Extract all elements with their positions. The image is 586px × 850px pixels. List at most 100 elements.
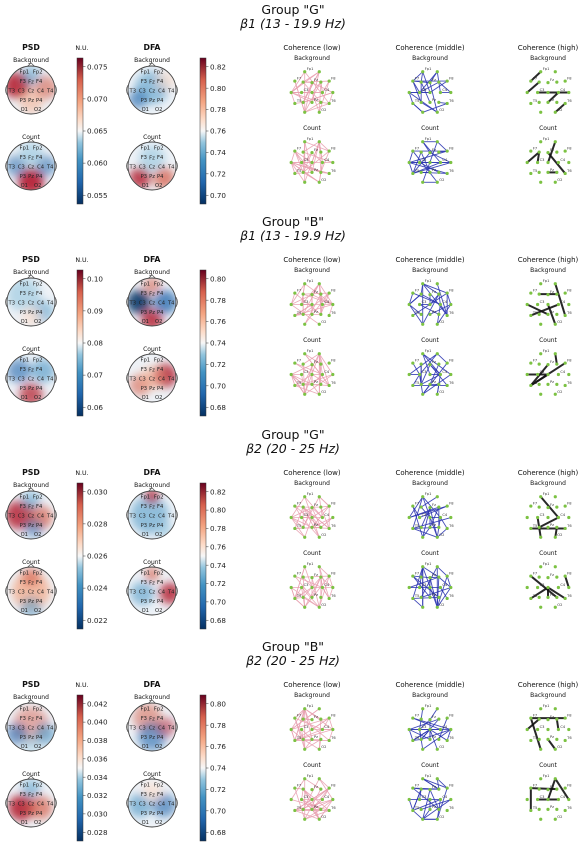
electrode-node: [437, 80, 441, 84]
electrode-node-label: Fz: [550, 148, 554, 152]
electrode-label: P3: [20, 386, 26, 392]
coherence-edge: [322, 587, 330, 599]
electrode-node: [546, 727, 550, 732]
electrode-node-label: Pz: [432, 593, 436, 597]
coherence-edge: [311, 576, 322, 598]
electrode-node: [293, 574, 297, 578]
colorbar-tick-label: 0.68: [210, 616, 226, 625]
electrode-node: [537, 382, 541, 386]
electrode-label: Fz: [149, 581, 155, 587]
coherence-edge: [412, 71, 424, 82]
coherence-edge: [304, 103, 330, 113]
electrode-node: [293, 79, 297, 83]
electrode-node: [435, 817, 439, 821]
electrode-node-label: C3: [422, 795, 427, 799]
coherence-edge: [303, 374, 333, 385]
coherence-edge: [304, 102, 322, 113]
electrode-label: T3: [8, 590, 15, 596]
electrode-node: [437, 362, 441, 366]
coherence-edge: [303, 92, 333, 103]
colorbar-tick-label: 0.09: [87, 306, 103, 315]
electrode-label: T3: [8, 89, 15, 95]
electrode-node: [411, 596, 415, 601]
topo-blob: [11, 571, 51, 611]
electrode-label: F3: [141, 155, 147, 161]
colorbar-tick-label: 0.024: [87, 584, 108, 593]
electrode-label: O1: [21, 395, 28, 401]
electrode-node: [303, 495, 307, 499]
colorbar-tick-label: 0.040: [87, 718, 108, 727]
electrode-node: [546, 151, 550, 155]
psd-row-label: Background: [13, 57, 49, 64]
coherence-edge: [429, 364, 448, 386]
electrode-node: [445, 504, 449, 508]
dfa-colorbar: 0.80 0.78 0.76 0.74 0.72 0.70 0.68: [199, 694, 226, 842]
electrode-node: [428, 506, 432, 510]
electrode-node: [525, 160, 529, 165]
electrode-node-label: Fp1: [543, 774, 550, 778]
coherence-edge: [302, 788, 330, 811]
band-title: β2 (20 - 25 Hz): [245, 653, 340, 668]
coherence-edge: [420, 71, 424, 83]
electrode-node: [407, 302, 411, 307]
electrode-node: [428, 515, 432, 520]
electrode-node-label: T6: [448, 169, 454, 173]
electrode-node: [327, 738, 331, 743]
electrode-node: [289, 797, 293, 802]
electrode-node: [310, 312, 314, 316]
electrode-label: Fz: [149, 368, 155, 374]
electrode-node: [546, 585, 550, 590]
electrode-node: [327, 361, 331, 365]
coherence-edge: [547, 141, 557, 163]
electrode-node: [331, 727, 335, 732]
electrode-label: P3: [20, 599, 26, 605]
dfa-colorbar: 0.82 0.80 0.78 0.76 0.74 0.72 0.70 0.68: [199, 482, 226, 630]
head-outline: [6, 65, 56, 115]
electrode-node: [419, 312, 423, 316]
colorbar-tick-label: 0.042: [87, 699, 108, 708]
right-ear-icon: [175, 84, 178, 96]
electrode-node: [438, 727, 442, 732]
electrode-node-label: C4: [324, 370, 330, 374]
colorbar-tick-label: 0.060: [87, 159, 108, 168]
electrode-label: Fp2: [154, 357, 164, 363]
electrode-label: Cz: [149, 802, 156, 808]
electrode-label: P3: [20, 811, 26, 817]
colorbar-tick-label: 0.038: [87, 736, 108, 745]
coherence-edge: [436, 575, 448, 608]
electrode-label: T3: [8, 514, 15, 520]
electrode-label: Fp2: [33, 782, 43, 788]
topo-blob: [21, 306, 41, 326]
coherence-edge: [304, 353, 330, 386]
electrode-node-label: O2: [439, 745, 444, 749]
coherence-edge: [290, 778, 306, 800]
electrode-node: [300, 90, 304, 95]
electrode-node: [428, 718, 432, 722]
colorbar-tick-label: 0.06: [87, 403, 103, 412]
electrode-node-label: C3: [540, 725, 545, 729]
electrode-node: [563, 738, 567, 743]
coherence-edge: [302, 708, 306, 720]
electrode-node-label: Fz: [314, 360, 318, 364]
electrode-label: Fz: [28, 581, 34, 587]
dfa-colorbar-gradient: [199, 482, 207, 630]
electrode-label: T4: [46, 89, 54, 95]
coherence-edge: [294, 505, 322, 528]
electrode-node-label: Fp1: [307, 562, 314, 566]
coherence-edge: [318, 353, 330, 386]
coherence-edge: [408, 150, 414, 163]
electrode-node-label: Fp1: [307, 279, 314, 283]
electrode-node: [539, 322, 543, 326]
electrode-node: [449, 585, 453, 590]
electrode-label: O1: [21, 744, 28, 750]
electrode-node: [310, 585, 314, 590]
electrode-label: Fp1: [19, 570, 29, 576]
electrode-node: [421, 140, 425, 144]
electrode-node-label: C3: [422, 583, 427, 587]
electrode-label: Fp2: [33, 145, 43, 151]
head-outline: [6, 353, 56, 403]
electrode-node-label: C4: [324, 725, 330, 729]
electrode-node: [421, 282, 425, 286]
dfa-colorbar-gradient: [199, 57, 207, 205]
electrode-node-label: T5: [532, 311, 537, 315]
